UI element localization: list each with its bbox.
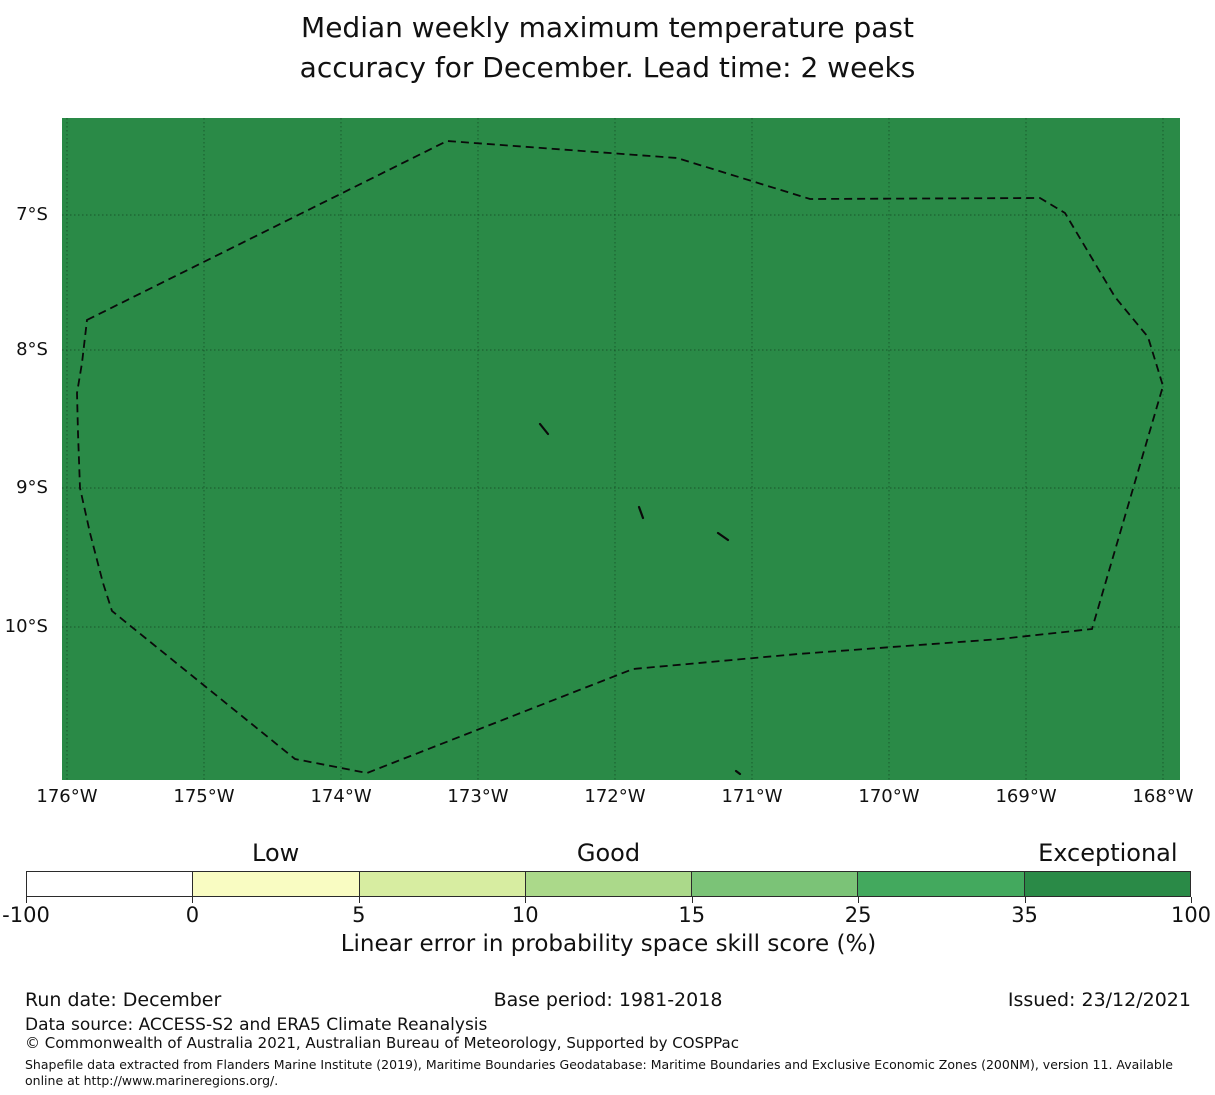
colorbar-segment-35-100 [1023, 872, 1190, 896]
colorbar-tick-5: 5 [352, 903, 366, 927]
colorbar-segment-neg100-0 [27, 872, 193, 896]
map-canvas [62, 118, 1180, 780]
eez-boundary-dashed [76, 140, 1164, 774]
colorbar-tickmark [1191, 897, 1192, 903]
colorbar-tickmark [1024, 897, 1026, 903]
x-tick-172w: 172°W [584, 786, 646, 807]
colorbar-tickmark [691, 897, 693, 903]
colorbar-segment-15-25 [691, 872, 858, 896]
colorbar-tick-15: 15 [678, 903, 706, 927]
y-axis: 7°S 8°S 9°S 10°S [0, 118, 54, 780]
y-tick-7s: 7°S [16, 204, 48, 225]
y-tick-8s: 8°S [16, 339, 48, 360]
chart-title-line1: Median weekly maximum temperature past [301, 11, 914, 44]
colorbar-tick-100: 100 [1170, 903, 1212, 927]
colorbar-segment-5-10 [358, 872, 525, 896]
colorbar-tick-10: 10 [511, 903, 539, 927]
data-source-text: Data source: ACCESS-S2 and ERA5 Climate … [25, 1015, 488, 1035]
colorbar-ticks: -100 0 5 10 15 25 35 100 [2, 897, 1211, 933]
copyright-text: © Commonwealth of Australia 2021, Austra… [25, 1034, 739, 1052]
x-tick-175w: 175°W [173, 786, 235, 807]
colorbar-segment-10-15 [524, 872, 692, 896]
island-marks [538, 422, 742, 776]
colorbar-tick-neg100: -100 [2, 903, 50, 927]
colorbar-segment-25-35 [857, 872, 1024, 896]
colorbar-tick-0: 0 [185, 903, 200, 927]
colorbar-segment-0-5 [192, 872, 359, 896]
map-panel [62, 118, 1180, 780]
run-date-text: Run date: December [25, 989, 222, 1011]
x-tick-176w: 176°W [36, 786, 98, 807]
x-tick-171w: 171°W [721, 786, 783, 807]
colorbar-tickmark [358, 897, 360, 903]
gridlines [62, 118, 1180, 780]
x-tick-170w: 170°W [858, 786, 920, 807]
colorbar-category-exceptional: Exceptional [1038, 839, 1178, 867]
x-tick-174w: 174°W [310, 786, 372, 807]
x-tick-168w: 168°W [1132, 786, 1194, 807]
colorbar-tick-35: 35 [1011, 903, 1038, 927]
colorbar-category-labels: Low Good Exceptional [26, 839, 1191, 869]
issued-date-text: Issued: 23/12/2021 [1007, 989, 1191, 1011]
colorbar-tickmark [858, 897, 860, 903]
colorbar [26, 871, 1191, 897]
colorbar-tickmark [192, 897, 194, 903]
y-tick-9s: 9°S [16, 477, 48, 498]
colorbar-category-good: Good [576, 839, 641, 867]
colorbar-tick-25: 25 [844, 903, 872, 927]
colorbar-tickmark [26, 897, 27, 903]
x-tick-173w: 173°W [447, 786, 509, 807]
chart-title-line2: accuracy for December. Lead time: 2 week… [299, 51, 916, 84]
shapefile-note-text: Shapefile data extracted from Flanders M… [25, 1057, 1173, 1088]
x-axis: 176°W 175°W 174°W 173°W 172°W 171°W 170°… [36, 786, 1193, 810]
colorbar-category-low: Low [252, 839, 300, 867]
chart-title: Median weekly maximum temperature past a… [0, 8, 1215, 88]
x-tick-169w: 169°W [995, 786, 1057, 807]
footer-row: Run date: December Base period: 1981-201… [25, 989, 1191, 1013]
base-period-text: Base period: 1981-2018 [493, 989, 723, 1011]
colorbar-axis-label: Linear error in probability space skill … [340, 931, 877, 957]
colorbar-tickmark [525, 897, 527, 903]
y-tick-10s: 10°S [4, 616, 48, 637]
